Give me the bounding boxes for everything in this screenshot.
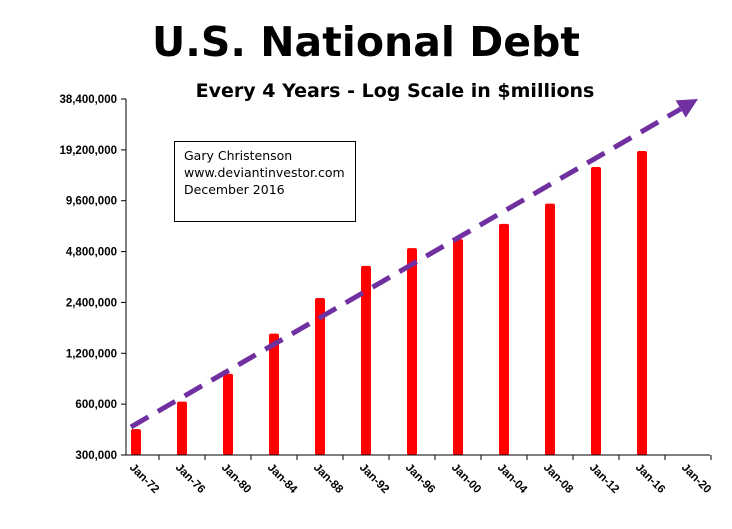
bar <box>591 166 601 455</box>
y-tick-label: 9,600,000 <box>66 196 117 208</box>
attribution-box: Gary Christenson www.deviantinvestor.com… <box>174 141 356 222</box>
attribution-author: Gary Christenson <box>184 148 293 163</box>
bar <box>315 297 325 455</box>
y-tick-label: 1,200,000 <box>66 348 117 360</box>
x-tick-label: Jan-00 <box>449 462 483 496</box>
x-tick-label: Jan-20 <box>679 462 713 496</box>
x-tick-label: Jan-88 <box>311 462 346 497</box>
chart-title: U.S. National Debt <box>151 18 581 66</box>
y-tick-label: 300,000 <box>75 450 117 462</box>
x-tick-label: Jan-72 <box>127 462 161 496</box>
x-tick-label: Jan-80 <box>219 462 253 496</box>
bar <box>269 333 279 455</box>
y-tick-label: 2,400,000 <box>66 297 117 309</box>
bar <box>361 265 371 455</box>
bar <box>407 248 417 455</box>
x-tick-label: Jan-76 <box>173 462 207 496</box>
bar <box>131 429 141 455</box>
trend-arrowhead <box>675 99 698 118</box>
bar <box>499 223 509 455</box>
x-tick-label: Jan-96 <box>403 462 437 496</box>
y-tick-label: 19,200,000 <box>59 145 117 157</box>
bar <box>177 401 187 455</box>
x-tick-label: Jan-12 <box>587 462 621 496</box>
bar <box>453 239 463 455</box>
attribution-date: December 2016 <box>184 182 285 197</box>
bar <box>637 151 647 455</box>
y-tick-label: 600,000 <box>75 399 117 411</box>
x-tick-label: Jan-84 <box>265 462 300 497</box>
y-tick-label: 38,400,000 <box>59 94 117 106</box>
x-tick-label: Jan-08 <box>541 462 576 497</box>
y-tick-label: 4,800,000 <box>66 247 117 259</box>
x-tick-label: Jan-92 <box>357 462 391 496</box>
trend-line <box>129 106 682 430</box>
bar <box>545 203 555 455</box>
x-tick-label: Jan-04 <box>495 462 530 497</box>
bar <box>223 373 233 455</box>
chart-subtitle: Every 4 Years - Log Scale in $millions <box>195 80 595 102</box>
x-tick-label: Jan-16 <box>633 462 667 496</box>
attribution-website: www.deviantinvestor.com <box>184 165 345 180</box>
